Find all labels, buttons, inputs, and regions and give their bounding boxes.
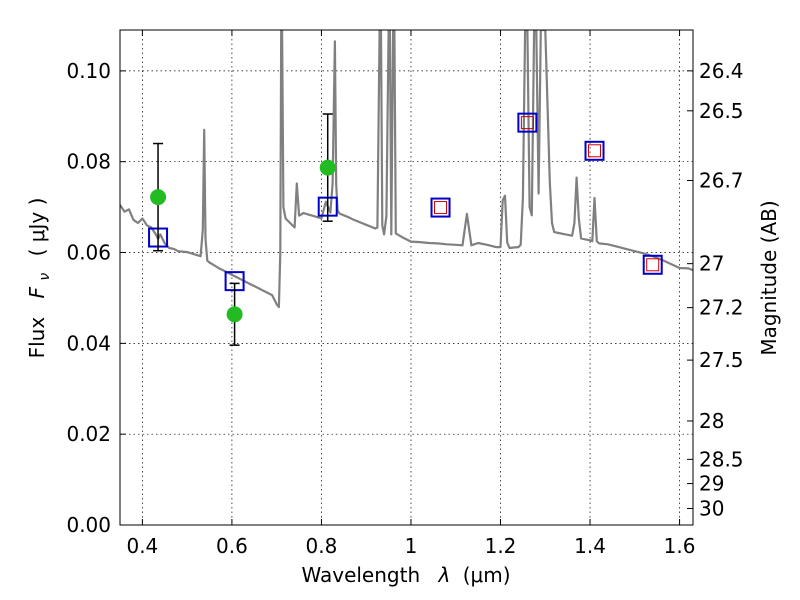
x-axis-label-unit: (μm) xyxy=(463,563,511,587)
y-axis-label-symbol: F xyxy=(25,286,49,298)
x-tick-label: 1.4 xyxy=(574,534,606,558)
y-tick-label: 0.04 xyxy=(66,331,111,355)
data-layer xyxy=(120,30,693,309)
y-axis-label-text: Flux xyxy=(25,317,49,359)
y2-tick-label: 26.4 xyxy=(699,59,744,83)
nir-photometry-square xyxy=(588,144,602,158)
spectrum-line xyxy=(120,30,693,309)
y-tick-label: 0.08 xyxy=(66,150,111,174)
nir-photometry-square xyxy=(646,258,660,272)
y-axis-label-subscript: ν xyxy=(37,273,53,281)
y2-tick-label: 26.5 xyxy=(699,99,744,123)
y2-tick-label: 27.2 xyxy=(699,296,744,320)
observed-photometry-point xyxy=(319,159,336,176)
y2-tick-label: 26.7 xyxy=(699,168,744,192)
model-photometry-square xyxy=(517,112,538,133)
y-tick-label: 0.00 xyxy=(66,513,111,537)
y2-tick-label: 27 xyxy=(699,252,724,276)
nir-photometry-square xyxy=(520,116,534,130)
y-tick-label: 0.10 xyxy=(66,59,111,83)
model-photometry-square xyxy=(584,140,605,161)
tick-labels: 0.4 0.6 0.8 1 1.2 1.4 1.6 0.00 0.02 0.04 0.06 0.08 0… xyxy=(66,59,743,558)
model-photometry-square xyxy=(430,197,451,218)
observed-photometry-point xyxy=(226,306,243,323)
nir-photometry-square xyxy=(434,201,448,215)
y-axis-label-unit: ( μJy ) xyxy=(25,198,49,257)
y2-tick-label: 28 xyxy=(699,409,724,433)
x-axis-label: Wavelength λ (μm) xyxy=(301,563,510,587)
tick-marks xyxy=(120,30,693,526)
marker-layer xyxy=(148,112,663,346)
x-axis-label-text: Wavelength xyxy=(301,563,420,587)
x-tick-label: 0.8 xyxy=(306,534,338,558)
y2-tick-label: 30 xyxy=(699,497,724,521)
x-axis-label-symbol: λ xyxy=(438,563,451,587)
y2-tick-label: 27.5 xyxy=(699,348,744,372)
y-tick-label: 0.02 xyxy=(66,422,111,446)
x-tick-label: 0.4 xyxy=(126,534,158,558)
y-tick-label: 0.06 xyxy=(66,241,111,265)
observed-photometry-point xyxy=(150,189,167,206)
model-photometry-square xyxy=(642,254,663,275)
y2-axis-label: Magnitude (AB) xyxy=(757,200,781,355)
y-axis-label: Flux F ν ( μJy ) xyxy=(25,198,54,359)
plot-frame xyxy=(119,29,694,526)
y2-tick-label: 28.5 xyxy=(699,447,744,471)
x-tick-label: 1.6 xyxy=(664,534,696,558)
x-tick-label: 0.6 xyxy=(216,534,248,558)
x-tick-label: 1 xyxy=(405,534,418,558)
y2-tick-label: 29 xyxy=(699,472,724,496)
plot-background xyxy=(120,30,693,525)
x-tick-label: 1.2 xyxy=(485,534,517,558)
